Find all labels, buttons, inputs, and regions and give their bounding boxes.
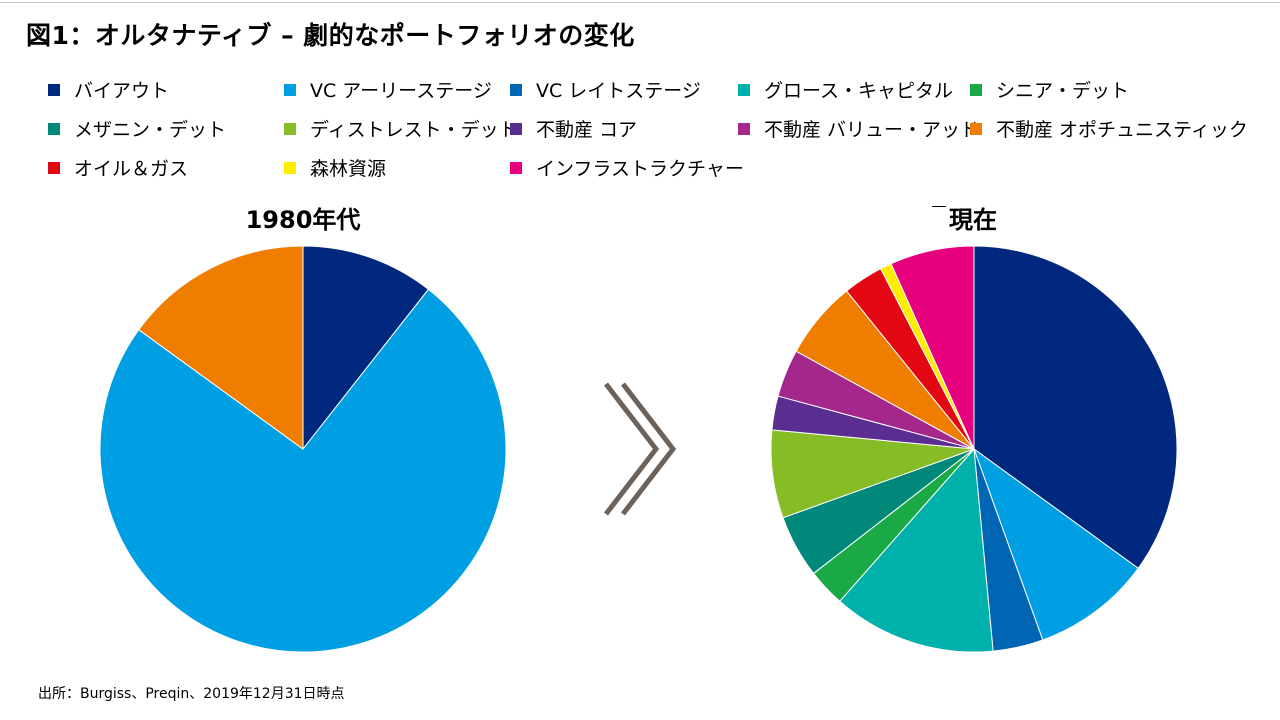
legend-swatch (510, 161, 522, 174)
legend-label: バイアウト (74, 80, 170, 102)
legend-item-buyout: バイアウト (48, 76, 169, 103)
legend-swatch (48, 161, 60, 174)
legend-swatch (510, 83, 522, 96)
legend-item-re-value-add: 不動産 バリュー・アッド (738, 115, 979, 142)
pie-slice (890, 245, 975, 450)
legend-item-re-core: 不動産 コア (510, 115, 637, 142)
legend-label: シニア・デット (996, 80, 1130, 102)
legend-label: オイル＆ガス (74, 158, 189, 180)
pie-slice (99, 288, 507, 653)
pie-chart-current (770, 245, 1178, 653)
chart-title-1980s: 1980年代 (245, 206, 361, 234)
legend-swatch (738, 122, 750, 135)
legend-item-growth: グロース・キャピタル (738, 76, 953, 103)
legend-item-distressed: ディストレスト・デット (284, 115, 518, 142)
legend-swatch (48, 83, 60, 96)
legend-item-re-opportunistic: 不動産 オポチュニスティック (970, 115, 1248, 142)
pie-slice (138, 245, 304, 450)
legend-swatch (738, 83, 750, 96)
legend-label: メザニン・デット (74, 119, 227, 141)
pie-slice (839, 447, 994, 653)
top-rule (0, 2, 1280, 3)
legend-swatch (48, 122, 60, 135)
legend-label: 不動産 コア (536, 119, 638, 141)
legend-item-vc-late: VC レイトステージ (510, 76, 701, 103)
double-chevron-arrow-icon (604, 382, 677, 516)
source-note: 出所：Burgiss、Preqin、2019年12月31日時点 (38, 686, 345, 702)
legend-item-senior-debt: シニア・デット (970, 76, 1129, 103)
legend-swatch (970, 83, 982, 96)
legend-label: 森林資源 (310, 158, 387, 180)
legend-item-infrastructure: インフラストラクチャー (510, 154, 744, 181)
legend-item-vc-early: VC アーリーステージ (284, 76, 492, 103)
legend-label: ディストレスト・デット (310, 119, 518, 141)
legend-label: VC レイトステージ (536, 80, 701, 102)
legend-label: 不動産 オポチュニスティック (996, 119, 1248, 141)
legend-label: 不動産 バリュー・アッド (764, 119, 980, 141)
pie-chart-1980s (99, 245, 507, 653)
legend-swatch (284, 83, 296, 96)
legend-swatch (970, 122, 982, 135)
legend-item-oil-gas: オイル＆ガス (48, 154, 188, 181)
title-tick-mark (932, 206, 946, 207)
legend-swatch (510, 122, 522, 135)
legend-label: VC アーリーステージ (310, 80, 492, 102)
legend: バイアウト VC アーリーステージ VC レイトステージ グロース・キャピタル … (48, 70, 1268, 190)
pie-slice (972, 447, 1139, 641)
legend-item-timber: 森林資源 (284, 154, 386, 181)
legend-label: グロース・キャピタル (764, 80, 954, 102)
pie-slice (973, 245, 1178, 570)
legend-item-mezzanine: メザニン・デット (48, 115, 226, 142)
legend-label: インフラストラクチャー (536, 158, 744, 180)
legend-swatch (284, 161, 296, 174)
page-title: 図1：オルタナティブ – 劇的なポートフォリオの変化 (26, 21, 635, 50)
chart-title-current: 現在 (949, 206, 997, 234)
pie-slice (302, 245, 430, 451)
legend-swatch (284, 122, 296, 135)
